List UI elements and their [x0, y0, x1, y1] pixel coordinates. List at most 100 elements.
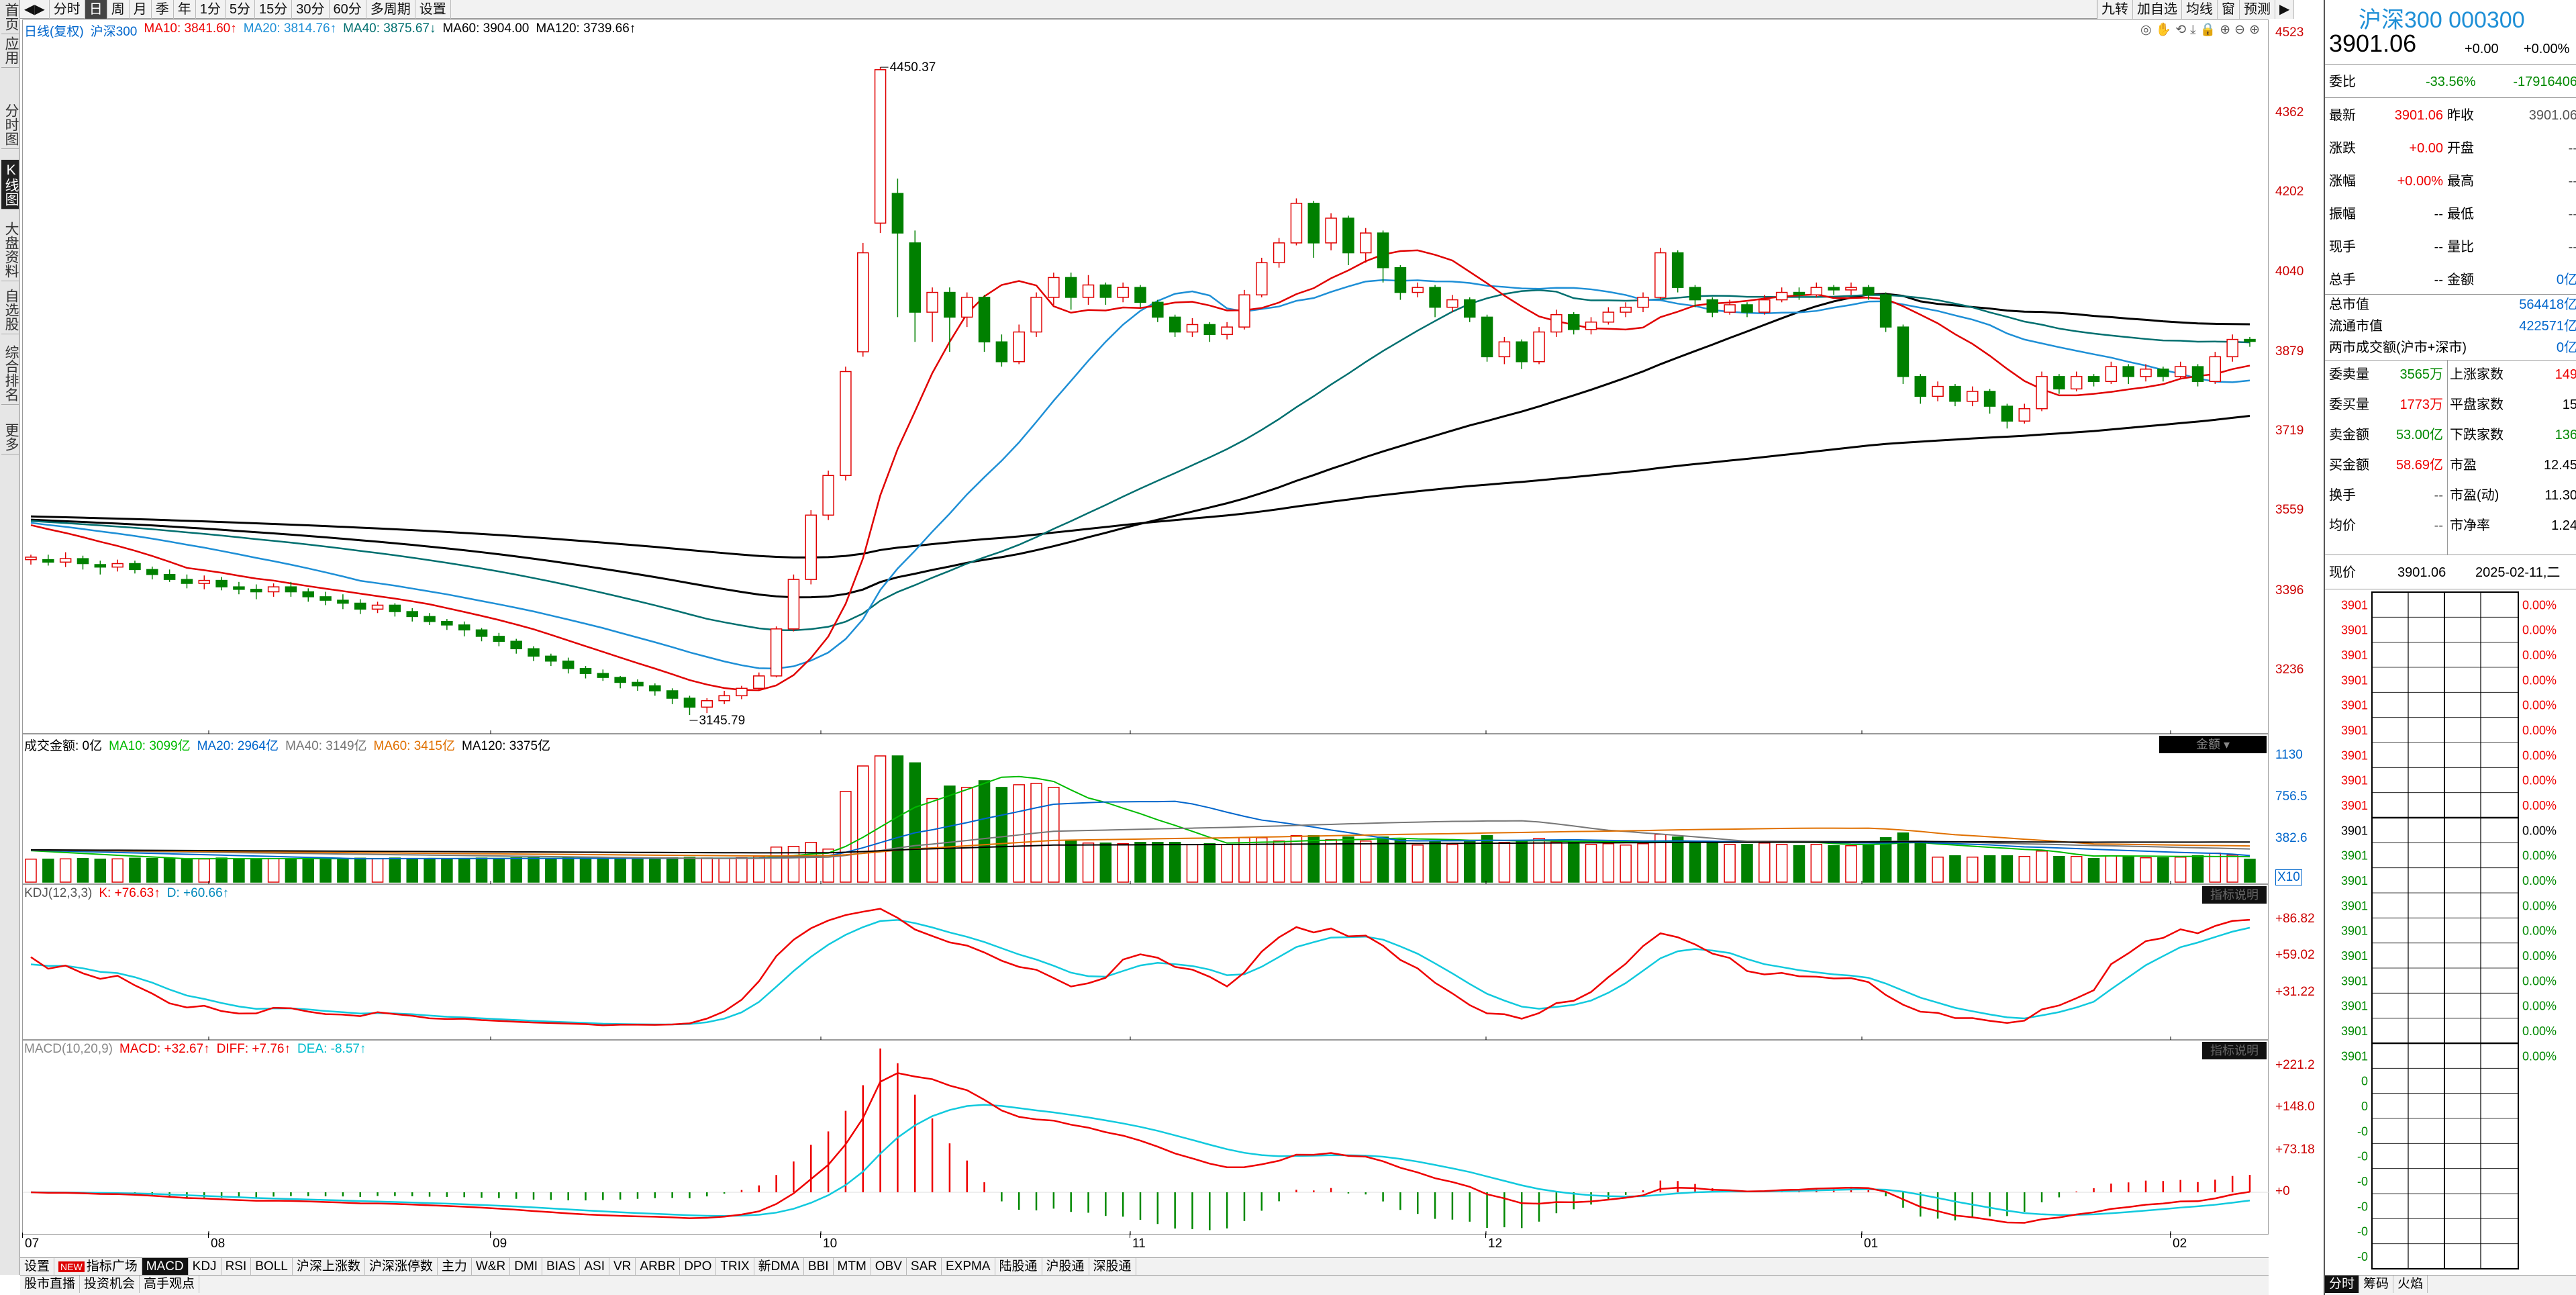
toolbar-right-item[interactable]: 加自选	[2133, 0, 2182, 19]
candle	[944, 287, 956, 352]
period-tab[interactable]: 1分	[196, 0, 226, 19]
macd-chart[interactable]	[23, 1041, 2269, 1235]
left-nav-item[interactable]: 分时图	[1, 101, 19, 149]
indicator-tab[interactable]: BOLL	[251, 1258, 293, 1276]
toolbar-arrows[interactable]: ◀▶	[20, 0, 50, 19]
quote-price: 3901.06	[2329, 30, 2417, 57]
period-tab[interactable]: 季	[152, 0, 174, 19]
indicator-tab[interactable]: EXPMA	[942, 1258, 995, 1276]
indicator-tab[interactable]: ARBR	[636, 1258, 681, 1276]
candle	[1169, 314, 1181, 337]
indicator-tab[interactable]: DPO	[680, 1258, 717, 1276]
volume-bar	[198, 858, 211, 883]
period-tab[interactable]: 多周期	[366, 0, 415, 19]
toolbar-right-item[interactable]: 均线	[2182, 0, 2218, 19]
volume-bar	[406, 857, 418, 883]
vol-type-button[interactable]: 金额 ▾	[2159, 736, 2267, 753]
indicator-tab[interactable]: 陆股通	[995, 1258, 1042, 1276]
candle	[2209, 352, 2222, 384]
toolbar-right-item[interactable]: 九转	[2097, 0, 2133, 19]
indicator-tab[interactable]: RSI	[221, 1258, 252, 1276]
period-tab[interactable]: 设置	[415, 0, 451, 19]
volume-bar	[1724, 844, 1736, 883]
kdj-k: K: +76.63↑	[99, 886, 160, 900]
indicator-tab[interactable]: 沪深涨停数	[365, 1258, 438, 1276]
right-tab[interactable]: 分时	[2325, 1276, 2360, 1293]
volume-bar	[944, 785, 956, 883]
left-nav-item[interactable]: 大盘资料	[1, 219, 19, 281]
toolbar-right-item[interactable]: 预测	[2240, 0, 2275, 19]
right-tab[interactable]: 筹码	[2359, 1276, 2394, 1293]
indicator-tab[interactable]: OBV	[871, 1258, 907, 1276]
candle	[649, 683, 661, 696]
volume-chart[interactable]	[23, 734, 2269, 885]
indicator-tab[interactable]: 深股通	[1089, 1258, 1136, 1276]
candle	[545, 653, 557, 667]
cap-label: 总市值	[2329, 297, 2369, 312]
indicator-tab[interactable]: KDJ	[189, 1258, 221, 1276]
period-tab[interactable]: 15分	[255, 0, 293, 19]
volume-bar	[1828, 845, 1840, 883]
indicator-tab[interactable]: 沪股通	[1042, 1258, 1089, 1276]
chart-tools[interactable]: ◎✋⟲⤓🔒⊕⊖⊕	[2140, 23, 2264, 37]
mini-price-label: 3901	[2341, 724, 2368, 737]
candle	[891, 178, 904, 318]
kdj-help-button[interactable]: 指标说明	[2202, 886, 2267, 904]
cap-row: 流通市值 422571亿	[2325, 316, 2576, 337]
period-tab[interactable]: 日	[85, 0, 107, 19]
volume-bar	[1983, 855, 1996, 883]
indicator-tab[interactable]: BBI	[804, 1258, 834, 1276]
indicator-tab[interactable]: 新DMA	[754, 1258, 804, 1276]
indicator-tab-label: VR	[613, 1259, 632, 1274]
left-nav-item[interactable]: K线图	[1, 160, 19, 209]
info-tab[interactable]: 股市直播	[20, 1276, 81, 1293]
period-tab[interactable]: 周	[107, 0, 130, 19]
price-tick: 4523	[2275, 26, 2304, 40]
period-tab[interactable]: 5分	[226, 0, 256, 19]
info-tab[interactable]: 投资机会	[80, 1276, 140, 1293]
stat-label2: 市盈	[2450, 458, 2477, 473]
candle	[1377, 230, 1389, 283]
toolbar-next[interactable]: ▶	[2275, 0, 2295, 19]
period-tab[interactable]: 月	[130, 0, 152, 19]
toolbar-right-item[interactable]: 窗	[2218, 0, 2240, 19]
volume-bar	[597, 858, 609, 883]
period-tab[interactable]: 分时	[50, 0, 85, 19]
volume-bar	[2157, 857, 2169, 883]
indicator-tab[interactable]: NEW 指标广场	[54, 1258, 142, 1276]
candle	[2191, 364, 2204, 387]
indicator-tab[interactable]: 设置	[20, 1258, 55, 1276]
indicator-tab[interactable]: BIAS	[542, 1258, 581, 1276]
indicator-tab[interactable]: MACD	[142, 1258, 189, 1276]
left-nav-item[interactable]: 应用	[1, 34, 19, 68]
mini-price-label: 3901	[2341, 774, 2368, 787]
right-tab[interactable]: 火焰	[2393, 1276, 2428, 1293]
indicator-tab[interactable]: 沪深上涨数	[293, 1258, 365, 1276]
info-tab[interactable]: 高手观点	[140, 1276, 200, 1293]
left-nav-item[interactable]: 自选股	[1, 286, 19, 334]
left-nav-item[interactable]: 首页	[1, 0, 19, 34]
ma10-line	[30, 249, 2250, 691]
kdj-d-line	[30, 919, 2250, 1026]
candle	[1620, 302, 1632, 318]
period-tab[interactable]: 60分	[330, 0, 366, 19]
indicator-tab[interactable]: W&R	[472, 1258, 511, 1276]
candle	[2053, 374, 2065, 394]
left-nav-item[interactable]: 综合排名	[1, 342, 19, 405]
left-nav-item[interactable]: 更多	[1, 420, 19, 454]
indicator-tab[interactable]: ASI	[580, 1258, 609, 1276]
period-tab[interactable]: 30分	[292, 0, 330, 19]
indicator-tab[interactable]: MTM	[834, 1258, 871, 1276]
indicator-tab[interactable]: DMI	[510, 1258, 543, 1276]
indicator-tab[interactable]: VR	[609, 1258, 636, 1276]
indicator-tab[interactable]: TRIX	[716, 1258, 754, 1276]
period-tab[interactable]: 年	[174, 0, 196, 19]
indicator-tab-label: MTM	[837, 1259, 866, 1274]
candlestick-chart[interactable]: 4450.37 3145.79	[23, 20, 2269, 734]
indicator-tabs: 设置 NEW 指标广场 MACD KDJ RSI BOLL 沪深上涨数 沪深涨停数 主力 W&R DM…	[20, 1257, 2269, 1276]
kdj-chart[interactable]	[23, 885, 2269, 1041]
quote-label: 涨跌	[2329, 141, 2356, 156]
macd-help-button[interactable]: 指标说明	[2202, 1042, 2267, 1059]
indicator-tab[interactable]: SAR	[907, 1258, 942, 1276]
indicator-tab[interactable]: 主力	[438, 1258, 472, 1276]
